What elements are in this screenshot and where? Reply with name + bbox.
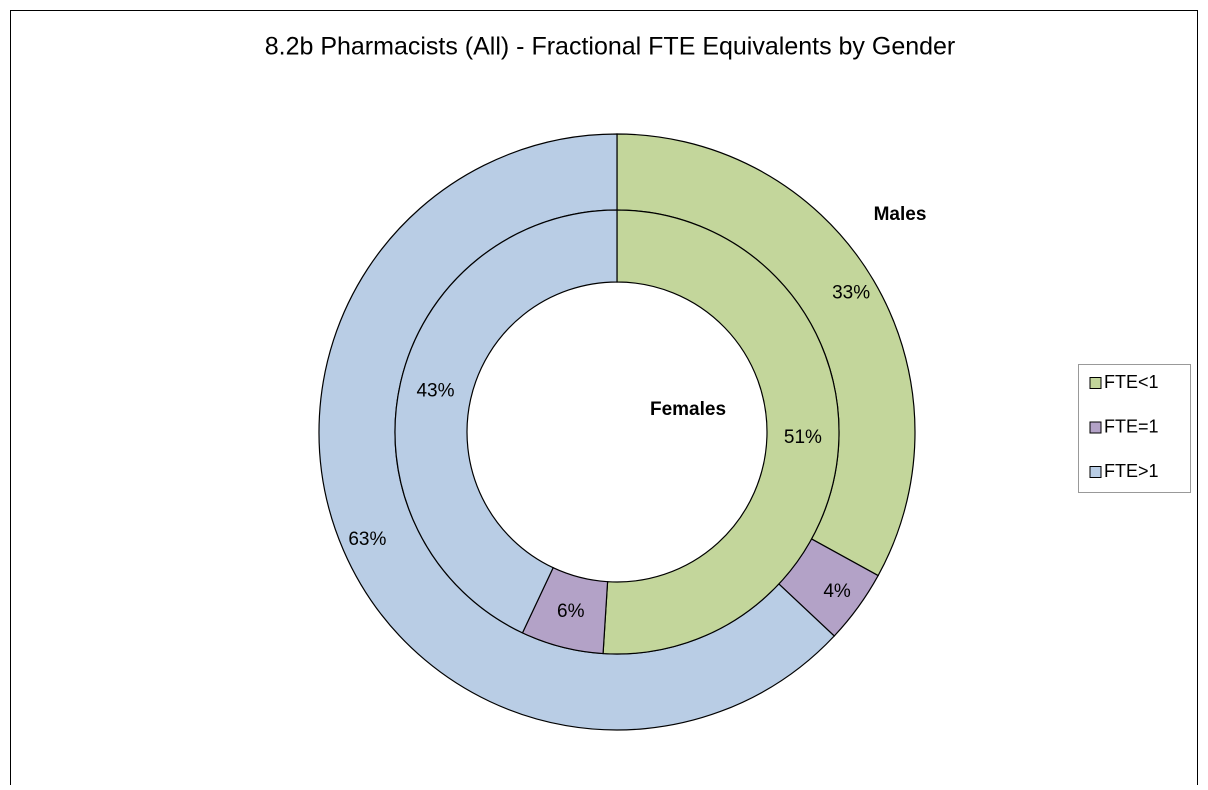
legend-label: FTE=1 — [1104, 416, 1159, 436]
chart-frame — [10, 10, 1198, 785]
legend-swatch — [1089, 466, 1102, 478]
legend-swatch — [1089, 377, 1102, 389]
data-label: 51% — [784, 427, 822, 448]
donut-segment — [602, 209, 840, 655]
ring-label: Males — [874, 204, 927, 225]
chart-title: 8.2b Pharmacists (All) - Fractional FTE … — [265, 33, 956, 61]
data-label: 6% — [557, 601, 585, 622]
data-label: 4% — [823, 581, 851, 602]
legend-swatch — [1089, 421, 1102, 434]
data-label: 63% — [348, 529, 386, 550]
data-label: 43% — [416, 380, 454, 401]
data-label: 33% — [832, 283, 870, 304]
legend-label: FTE>1 — [1104, 461, 1159, 481]
ring-label: Females — [650, 399, 726, 420]
legend-label: FTE<1 — [1104, 372, 1159, 392]
donut-segment — [394, 209, 618, 634]
